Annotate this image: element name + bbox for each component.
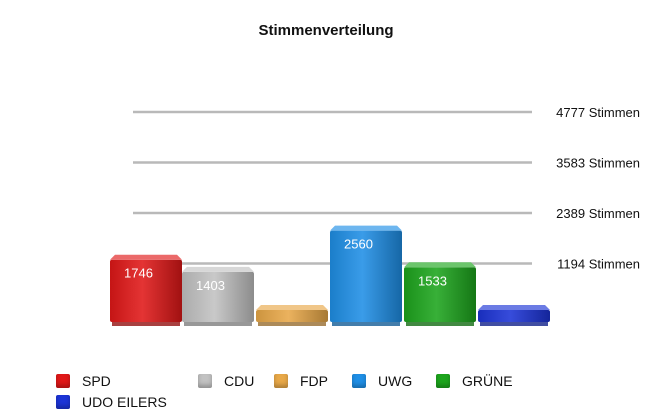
legend-swatch [198,374,212,388]
bar [256,305,328,326]
legend-swatch [436,374,450,388]
legend-item: GRÜNE [436,373,513,389]
bar-value-label: 234 [506,324,528,339]
legend-item: UWG [352,373,412,389]
legend-swatch [352,374,366,388]
bar [404,262,476,326]
bar-value-label: 94 [284,324,298,339]
legend-item: UDO EILERS [56,394,167,410]
legend-item: CDU [198,373,254,389]
legend-label: CDU [224,373,255,389]
chart-title: Stimmenverteilung [258,22,394,39]
legend-label: UDO EILERS [82,394,167,410]
legend-row: SPD CDU FDP UWG GRÜNE [56,373,616,394]
y-tick-label: 3583 Stimmen [556,156,640,171]
bar [330,225,402,326]
label-layer: 1194 Stimmen 2389 Stimmen 3583 Stimmen 4777… [124,105,640,339]
legend-item: FDP [274,373,328,389]
legend-swatch [56,395,70,409]
legend-label: SPD [82,373,111,389]
bar-value-label: 1403 [196,278,225,293]
y-tick-label: 4777 Stimmen [556,105,640,120]
bar-value-label: 2560 [344,237,373,252]
bar [478,305,550,326]
bar-value-label: 1746 [124,266,153,281]
legend-label: FDP [300,373,328,389]
bar-value-label: 1533 [418,273,447,288]
y-tick-label: 1194 Stimmen [557,257,640,272]
bar [182,266,254,326]
bar-layer [110,225,550,326]
legend-swatch [274,374,288,388]
legend-swatch [56,374,70,388]
y-tick-label: 2389 Stimmen [556,206,640,221]
legend-label: GRÜNE [462,373,513,389]
legend-label: UWG [378,373,413,389]
bar [110,254,182,326]
legend: SPD CDU FDP UWG GRÜNE UDO EILERS [56,373,616,415]
legend-row: UDO EILERS [56,394,616,415]
legend-item: SPD [56,373,111,389]
